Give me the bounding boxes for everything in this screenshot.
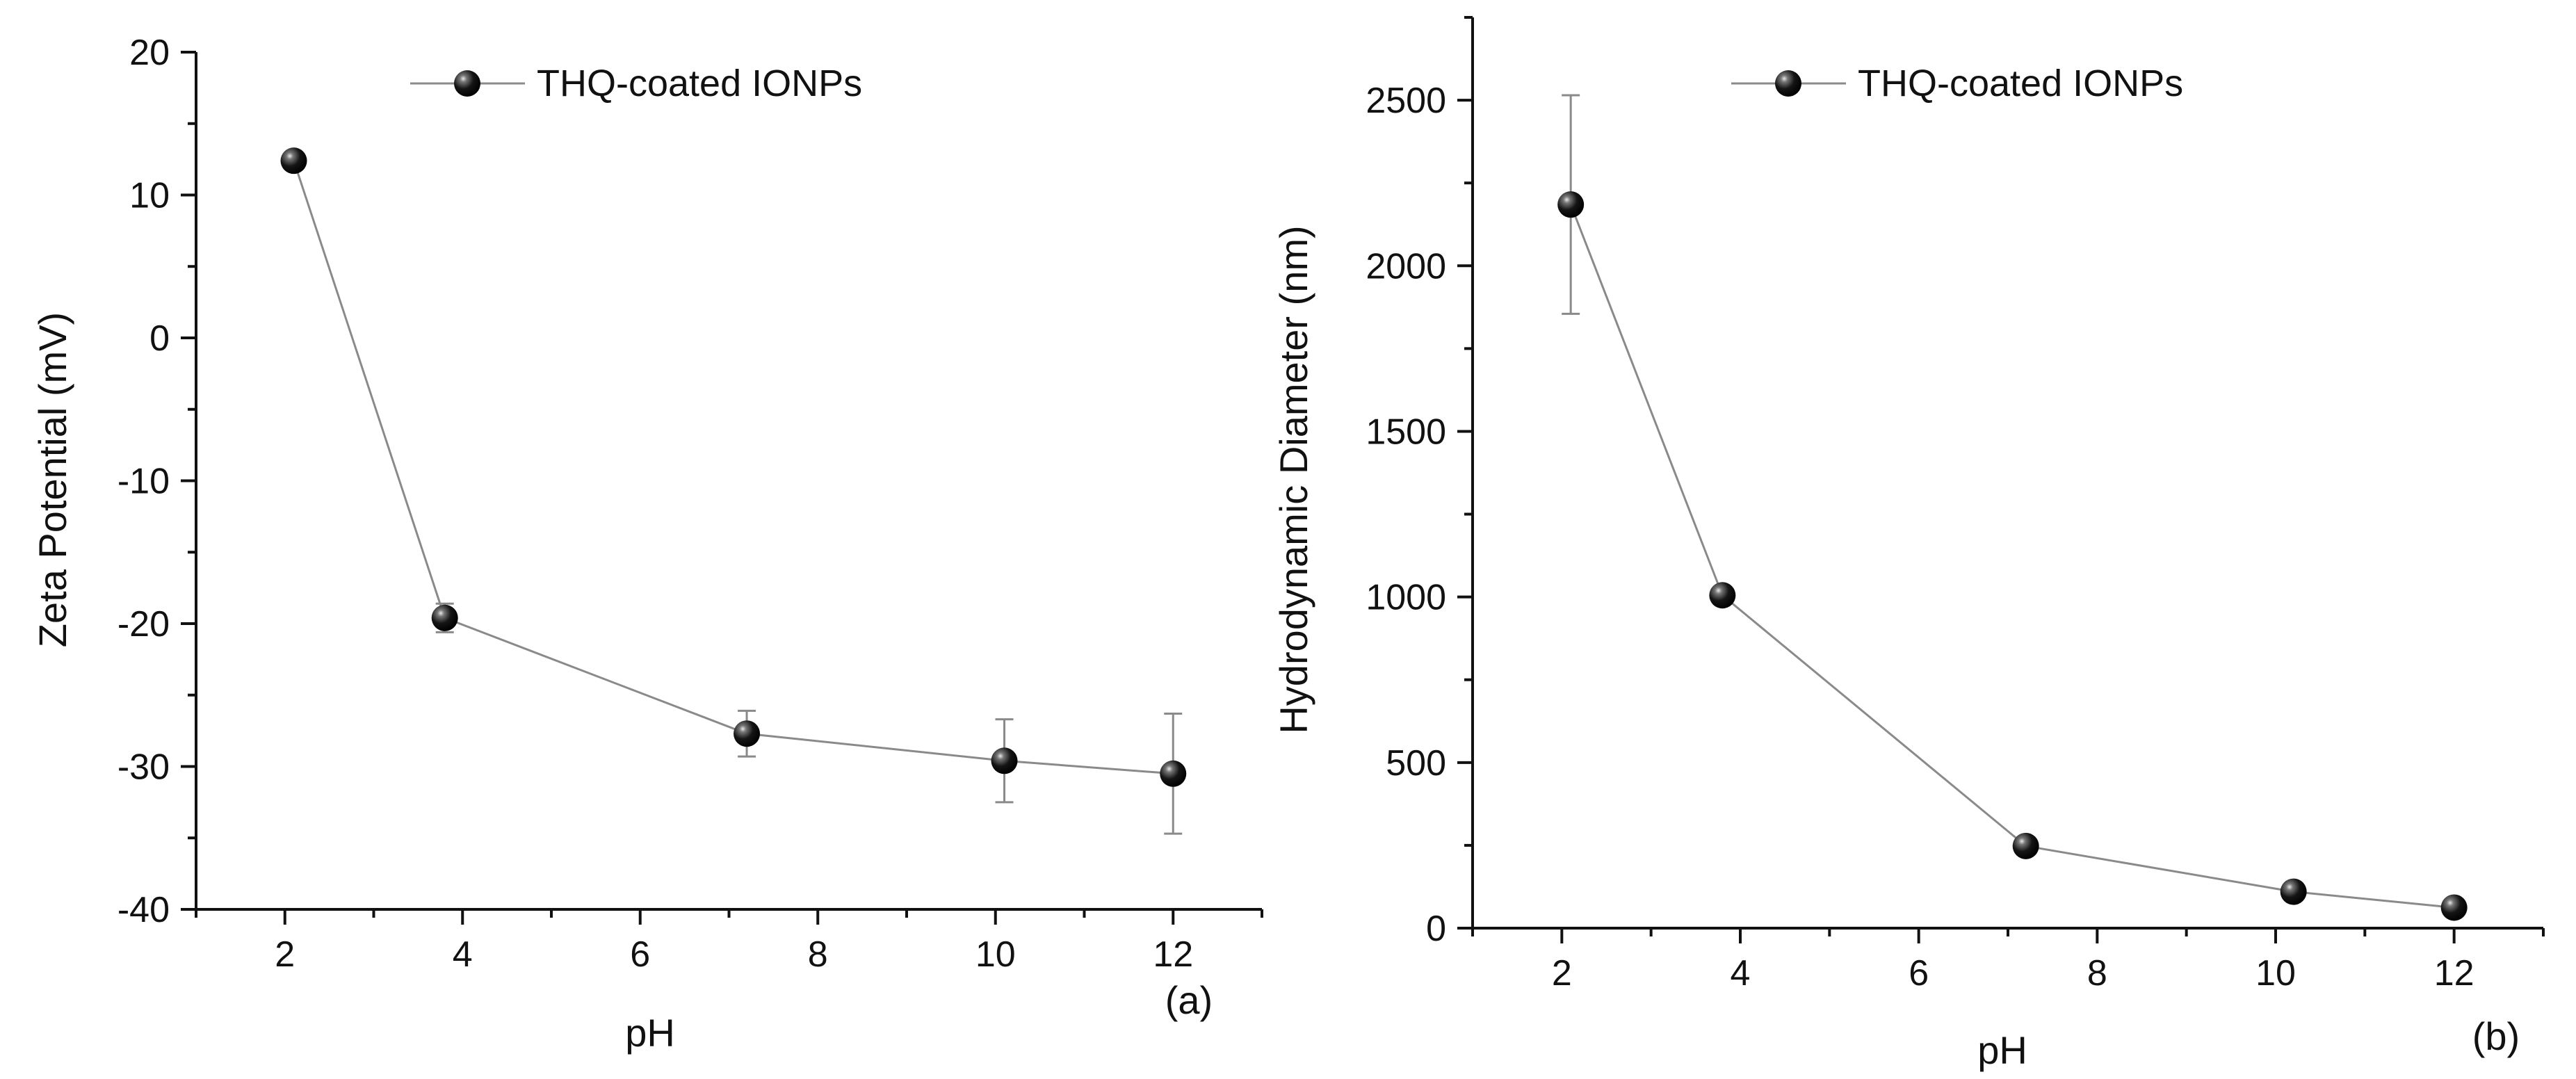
y-tick-label: 20 xyxy=(129,33,170,73)
legend-marker xyxy=(454,70,480,97)
y-tick-label: -20 xyxy=(118,604,170,644)
x-axis-title: pH xyxy=(625,1011,675,1055)
legend-label: THQ-coated IONPs xyxy=(1858,63,2183,104)
tick-labels: 2 4 6 8 10 12 -40 -30 -20 -10 0 10 20 xyxy=(118,33,1193,975)
y-tick-label: 0 xyxy=(1426,909,1446,949)
x-tick-label: 4 xyxy=(453,934,473,975)
legend: THQ-coated IONPs xyxy=(1731,63,2183,104)
y-tick-label: 2500 xyxy=(1366,81,1446,121)
x-tick-label: 8 xyxy=(808,934,828,975)
y-tick-label: 500 xyxy=(1386,743,1446,784)
y-tick-label: 1000 xyxy=(1366,578,1446,618)
data-point xyxy=(2280,878,2307,905)
series-thq-coated-ionps xyxy=(1557,94,2468,921)
panel-label: (b) xyxy=(2472,1014,2520,1058)
axes xyxy=(1471,17,2543,930)
y-tick-label: 2000 xyxy=(1366,246,1446,286)
data-point xyxy=(431,604,458,631)
y-tick-label: -40 xyxy=(118,890,170,930)
x-tick-label: 10 xyxy=(975,934,1016,975)
data-point xyxy=(991,747,1018,774)
tick-labels: 2 4 6 8 10 12 0 500 1000 1500 2000 2500 xyxy=(1366,81,2474,993)
y-axis-title: Hydrodynamic Diameter (nm) xyxy=(1272,225,1315,733)
data-point xyxy=(734,720,761,747)
data-point xyxy=(1557,191,1585,218)
x-tick-label: 4 xyxy=(1731,953,1751,993)
y-tick-label: 10 xyxy=(129,176,170,216)
x-axis-title: pH xyxy=(1977,1028,2027,1072)
data-point xyxy=(1709,582,1736,609)
legend: THQ-coated IONPs xyxy=(410,63,862,104)
zeta-potential-chart: 2 4 6 8 10 12 -40 -30 -20 -10 0 10 20 pH Zeta Potent… xyxy=(31,33,1263,1055)
series-line xyxy=(1569,204,2454,909)
y-tick-label: 0 xyxy=(149,318,170,359)
y-tick-label: 1500 xyxy=(1366,412,1446,452)
x-tick-label: 10 xyxy=(2255,953,2296,993)
panel-label: (a) xyxy=(1165,978,1213,1022)
data-point xyxy=(2440,894,2468,921)
legend-marker xyxy=(1775,70,1801,97)
x-tick-label: 12 xyxy=(2434,953,2474,993)
hydrodynamic-diameter-chart: 2 4 6 8 10 12 0 500 1000 1500 2000 2500 pH Hydrodyn… xyxy=(1272,16,2545,1072)
data-point xyxy=(2012,832,2039,859)
y-axis-title: Zeta Potential (mV) xyxy=(31,312,74,647)
x-tick-label: 8 xyxy=(2087,953,2107,993)
ticks xyxy=(181,51,1263,925)
x-tick-label: 2 xyxy=(275,934,295,975)
axes xyxy=(195,52,1262,911)
x-tick-label: 6 xyxy=(1909,953,1929,993)
y-tick-label: -30 xyxy=(118,747,170,788)
x-tick-label: 2 xyxy=(1552,953,1572,993)
series-thq-coated-ionps xyxy=(280,147,1187,835)
data-point xyxy=(280,147,307,175)
ticks xyxy=(1457,16,2545,943)
x-tick-label: 6 xyxy=(630,934,650,975)
y-tick-label: -10 xyxy=(118,462,170,502)
data-point xyxy=(1160,760,1187,787)
series-line xyxy=(293,160,1174,775)
x-tick-label: 12 xyxy=(1153,934,1193,975)
legend-label: THQ-coated IONPs xyxy=(537,63,862,104)
